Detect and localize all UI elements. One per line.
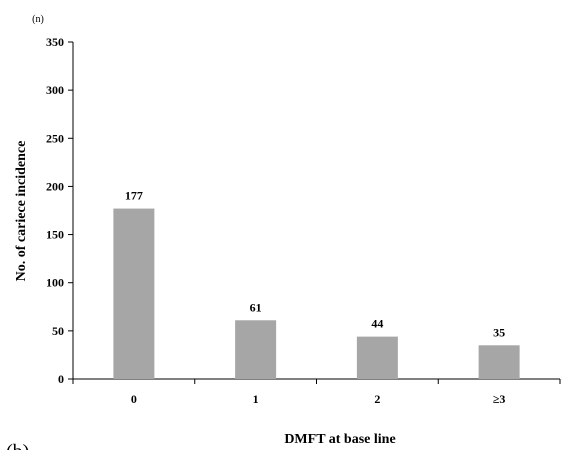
y-unit-label: (n) (32, 14, 44, 25)
y-tick-label: 0 (58, 372, 64, 386)
bar-value-label: 61 (250, 300, 262, 314)
x-tick-label: 1 (253, 392, 259, 406)
y-tick-label: 350 (46, 35, 64, 49)
y-tick-label: 50 (52, 324, 64, 338)
bar-value-label: 177 (125, 189, 143, 203)
y-tick-label: 200 (46, 179, 64, 193)
x-tick-label: ≥3 (493, 392, 506, 406)
x-tick-label: 0 (131, 392, 137, 406)
x-axis-title: DMFT at base line (284, 432, 395, 447)
y-tick-label: 300 (46, 83, 64, 97)
bars-group: 177 61 44 35 (113, 189, 520, 379)
y-tick-label: 150 (46, 228, 64, 242)
bar (235, 320, 277, 379)
y-tick-label: 250 (46, 131, 64, 145)
bar (113, 208, 155, 379)
bar (356, 336, 398, 379)
panel-label: (b) (6, 441, 29, 450)
y-tick-label: 100 (46, 276, 64, 290)
y-axis-title: No. of cariece incidence (14, 141, 29, 282)
y-axis-ticks: 0 50 100 150 200 250 300 350 (46, 35, 73, 386)
bar-value-label: 44 (371, 317, 383, 331)
x-tick-label: 2 (374, 392, 380, 406)
bar-value-label: 35 (493, 325, 505, 339)
bar (478, 345, 520, 379)
x-axis-ticks: 0 1 2 ≥3 (72, 379, 561, 406)
